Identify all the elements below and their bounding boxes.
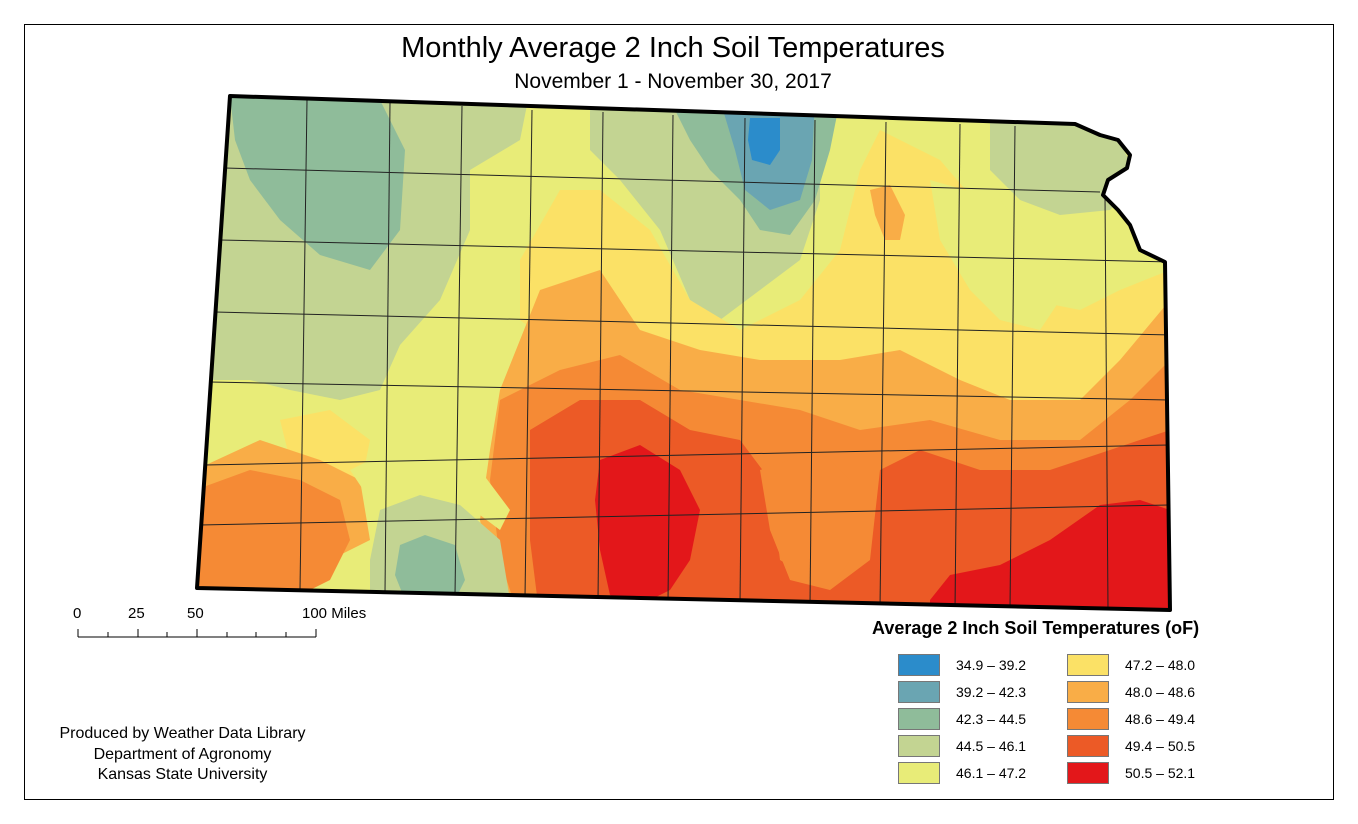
legend-swatch [898,708,940,730]
legend-swatch [898,735,940,757]
credit-line-1: Produced by Weather Data Library [59,725,306,742]
legend-item: 42.3 – 44.5 [898,708,1026,730]
zone-46-47 [930,180,1060,330]
legend-label: 44.5 – 46.1 [956,738,1027,754]
legend-label: 42.3 – 44.5 [956,711,1027,727]
zone-50-5-52-1 [595,445,700,605]
map-title: Monthly Average 2 Inch Soil Temperatures [401,32,945,64]
scale-label-100: 100 Miles [302,605,367,622]
zone-46-47 [350,450,510,530]
legend-label: 49.4 – 50.5 [1125,738,1196,754]
scale-label-25: 25 [128,605,145,622]
legend-swatch [898,762,940,784]
zone-42-44 [395,535,465,600]
temperature-zones [197,96,1170,610]
credit-line-2: Department of Agronomy [93,745,272,763]
legend-label: 39.2 – 42.3 [956,684,1027,700]
legend-item: 46.1 – 47.2 [898,762,1026,784]
scale-label-0: 0 [73,605,82,622]
legend-swatch [1067,735,1109,757]
zone-48-48-6 [870,185,905,240]
legend-label: 46.1 – 47.2 [956,765,1027,781]
legend-label: 50.5 – 52.1 [1125,765,1196,781]
kansas-state-outline [195,94,1172,612]
legend-item: 47.2 – 48.0 [1067,654,1195,676]
legend-title: Average 2 Inch Soil Temperatures (oF) [872,618,1200,638]
zone-48-6-49-4 [197,470,350,600]
legend-label: 48.6 – 49.4 [1125,711,1196,727]
legend-item: 44.5 – 46.1 [898,735,1026,757]
map-subtitle: November 1 - November 30, 2017 [514,70,832,93]
legend-item: 49.4 – 50.5 [1067,735,1195,757]
credits: Produced by Weather Data Library Departm… [30,724,335,786]
zone-34-39 [748,118,780,165]
legend-swatch [1067,762,1109,784]
legend-swatch [1067,654,1109,676]
zone-50-5-52-1 [930,500,1170,610]
legend-item: 34.9 – 39.2 [898,654,1026,676]
legend-swatch [1067,708,1109,730]
scale-label-50: 50 [187,605,204,622]
legend-label: 47.2 – 48.0 [1125,657,1196,673]
legend-item: 50.5 – 52.1 [1067,762,1195,784]
legend-swatch [1067,681,1109,703]
credit-line-3: Kansas State University [97,766,268,783]
zone-48-6-49-4 [760,450,850,590]
county-boundaries [199,99,1170,610]
legend-label: 34.9 – 39.2 [956,657,1027,673]
map-frame [24,24,1334,800]
legend-item: 39.2 – 42.3 [898,681,1026,703]
legend-swatch [898,681,940,703]
legend-item: 48.6 – 49.4 [1067,708,1195,730]
scale-bar [77,629,317,638]
legend-swatch [898,654,940,676]
zone-42-44 [230,96,405,270]
legend-item: 48.0 – 48.6 [1067,681,1195,703]
legend-label: 48.0 – 48.6 [1125,684,1196,700]
